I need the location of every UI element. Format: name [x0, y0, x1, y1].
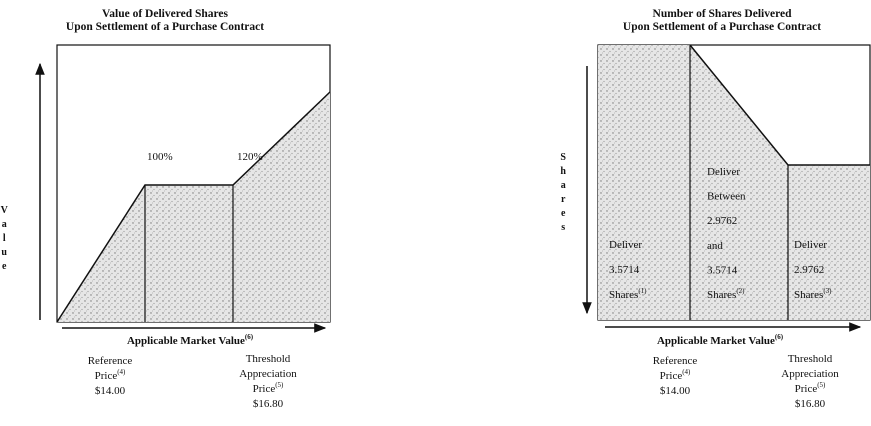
price-label: Reference: [88, 355, 133, 367]
price-label: Threshold: [788, 353, 833, 365]
percent-label: 100%: [147, 151, 173, 163]
right-shaded-area: [598, 45, 870, 320]
region-label: 2.9762: [794, 264, 824, 276]
price-label-text: Price: [253, 383, 276, 395]
x-axis-label-text: Applicable Market Value: [127, 335, 245, 347]
percent-label: 120%: [237, 151, 263, 163]
price-label: Price(4): [95, 368, 126, 382]
region-label: Shares(2): [707, 287, 745, 301]
title: Upon Settlement of a Purchase Contract: [66, 21, 264, 33]
left-diagram: [35, 44, 331, 333]
region-label: Deliver: [794, 239, 827, 251]
left-payoff-line: [56, 91, 331, 323]
title-text: Upon Settlement of a Purchase Contract: [623, 21, 821, 33]
price-value-text: $14.00: [660, 385, 691, 397]
region-label: 3.5714: [609, 264, 640, 276]
region-label-text: Deliver: [707, 166, 740, 178]
left-shaded-area: [57, 92, 330, 322]
percent-label-text: 100%: [147, 151, 173, 163]
region-label-text: Shares: [609, 289, 638, 301]
footnote-ref: (4): [117, 368, 126, 376]
region-label: and: [707, 239, 723, 251]
region-label-text: Shares: [794, 289, 823, 301]
title: Number of Shares Delivered: [653, 8, 793, 20]
title-text: Upon Settlement of a Purchase Contract: [66, 21, 264, 33]
price-value-text: $14.00: [95, 385, 126, 397]
price-label-text: Reference: [88, 355, 133, 367]
price-value: $14.00: [95, 385, 126, 397]
price-value-text: $16.80: [795, 398, 826, 410]
price-value: $14.00: [660, 385, 691, 397]
price-label: Price(5): [253, 381, 284, 395]
title-text: Number of Shares Delivered: [653, 8, 793, 20]
region-label: Shares(1): [609, 287, 647, 301]
x-axis-label-text: Applicable Market Value: [657, 335, 775, 347]
price-label-text: Price: [795, 383, 818, 395]
price-label: Appreciation: [239, 368, 297, 380]
footnote-ref: (3): [823, 287, 832, 295]
price-label-text: Price: [95, 370, 118, 382]
title: Value of Delivered Shares: [102, 8, 228, 20]
price-label: Price(5): [795, 381, 826, 395]
price-label: Reference: [653, 355, 698, 367]
region-label-text: Between: [707, 190, 746, 202]
price-value: $16.80: [795, 398, 826, 410]
price-label-text: Appreciation: [781, 368, 839, 380]
region-label-text: 2.9762: [794, 264, 824, 276]
x-axis-label: Applicable Market Value(6): [127, 333, 254, 347]
region-label: Between: [707, 190, 746, 202]
region-label-text: 3.5714: [609, 264, 640, 276]
price-label: Appreciation: [781, 368, 839, 380]
region-label: Deliver: [707, 166, 740, 178]
region-label: Shares(3): [794, 287, 832, 301]
right-diagram: [582, 44, 871, 332]
price-label-text: Price: [660, 370, 683, 382]
region-label-text: Deliver: [609, 239, 642, 251]
region-label-text: and: [707, 239, 723, 251]
footnote-ref: (6): [245, 333, 254, 341]
price-label-text: Threshold: [246, 353, 291, 365]
price-value-text: $16.80: [253, 398, 284, 410]
price-value: $16.80: [253, 398, 284, 410]
footnote-ref: (2): [736, 287, 745, 295]
price-label-text: Appreciation: [239, 368, 297, 380]
price-label: Threshold: [246, 353, 291, 365]
x-axis-label: Applicable Market Value(6): [657, 333, 784, 347]
region-label-text: 3.5714: [707, 264, 738, 276]
region-label: Deliver: [609, 239, 642, 251]
footnote-ref: (5): [275, 381, 284, 389]
footnote-ref: (4): [682, 368, 691, 376]
region-label-text: Deliver: [794, 239, 827, 251]
region-label-text: Shares: [707, 289, 736, 301]
price-label-text: Reference: [653, 355, 698, 367]
title: Upon Settlement of a Purchase Contract: [623, 21, 821, 33]
region-label: 2.9762: [707, 215, 737, 227]
footnote-ref: (6): [775, 333, 784, 341]
region-label-text: 2.9762: [707, 215, 737, 227]
title-text: Value of Delivered Shares: [102, 8, 228, 20]
price-label-text: Threshold: [788, 353, 833, 365]
y-axis-label: Value: [0, 205, 10, 275]
price-label: Price(4): [660, 368, 691, 382]
y-axis-label: Shares: [558, 152, 569, 236]
footnote-ref: (5): [817, 381, 826, 389]
footnote-ref: (1): [638, 287, 647, 295]
region-label: 3.5714: [707, 264, 738, 276]
percent-label-text: 120%: [237, 151, 263, 163]
